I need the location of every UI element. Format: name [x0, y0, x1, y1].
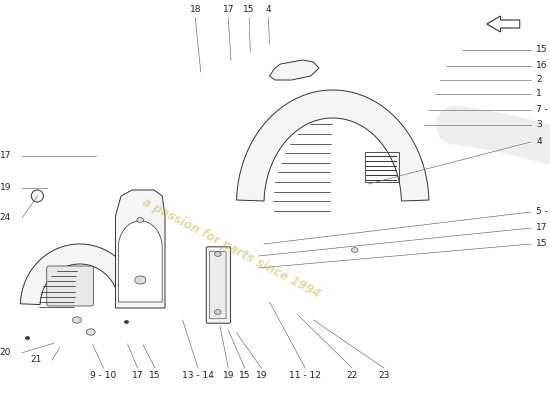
Text: 22: 22	[346, 371, 358, 380]
Text: 21: 21	[30, 356, 41, 364]
Text: 15: 15	[150, 371, 161, 380]
Circle shape	[135, 276, 146, 284]
Text: 20: 20	[0, 348, 11, 357]
Polygon shape	[236, 90, 429, 201]
Circle shape	[25, 336, 30, 340]
Text: 7 - 8: 7 - 8	[536, 106, 550, 114]
Text: 16: 16	[536, 62, 548, 70]
Circle shape	[73, 317, 81, 323]
Text: 4: 4	[536, 138, 542, 146]
Polygon shape	[20, 244, 139, 304]
Circle shape	[86, 329, 95, 335]
Circle shape	[214, 252, 221, 256]
Circle shape	[124, 320, 129, 324]
Text: 9 - 10: 9 - 10	[90, 371, 117, 380]
Circle shape	[214, 310, 221, 314]
Text: 23: 23	[378, 371, 389, 380]
Polygon shape	[116, 190, 165, 308]
Text: 4: 4	[266, 5, 271, 14]
Text: 5 - 6: 5 - 6	[536, 208, 550, 216]
Text: 15: 15	[244, 5, 255, 14]
Text: a passion for parts since 1994: a passion for parts since 1994	[140, 195, 322, 301]
Polygon shape	[118, 221, 162, 302]
FancyBboxPatch shape	[47, 266, 94, 306]
Text: 19: 19	[0, 184, 11, 192]
Text: 1: 1	[536, 90, 542, 98]
FancyBboxPatch shape	[210, 251, 226, 319]
Text: 15: 15	[536, 46, 548, 54]
Text: 18: 18	[190, 5, 201, 14]
Polygon shape	[270, 60, 319, 80]
Text: 19: 19	[223, 371, 234, 380]
Circle shape	[137, 218, 144, 222]
Text: 24: 24	[0, 214, 11, 222]
FancyBboxPatch shape	[206, 247, 230, 323]
Text: 19: 19	[256, 371, 267, 380]
Ellipse shape	[31, 190, 43, 202]
Text: 17: 17	[223, 5, 234, 14]
Text: 3: 3	[536, 120, 542, 129]
Polygon shape	[487, 16, 520, 32]
Text: 17: 17	[132, 371, 143, 380]
Text: 17: 17	[0, 152, 11, 160]
Text: 17: 17	[536, 224, 548, 232]
Text: 11 - 12: 11 - 12	[289, 371, 321, 380]
Text: 15: 15	[239, 371, 250, 380]
Text: 2: 2	[536, 76, 542, 84]
Text: 13 - 14: 13 - 14	[182, 371, 214, 380]
Circle shape	[351, 248, 358, 252]
Text: 15: 15	[536, 240, 548, 248]
